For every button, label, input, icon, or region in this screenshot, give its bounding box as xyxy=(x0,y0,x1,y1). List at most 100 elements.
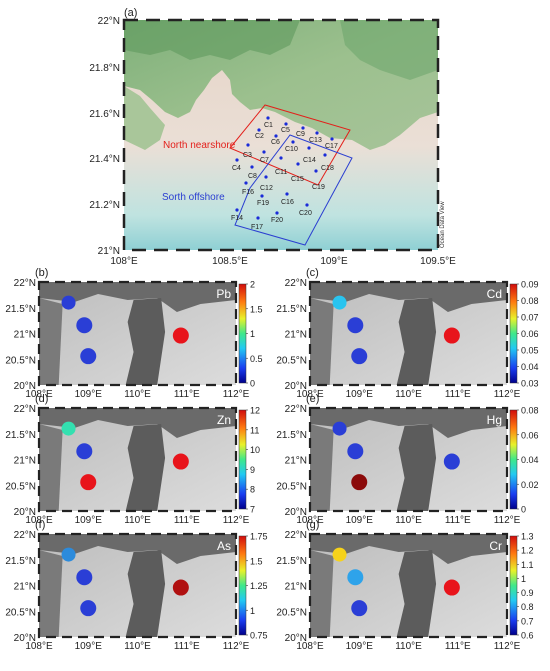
map-land-north xyxy=(39,408,236,438)
lon-label: 109°E xyxy=(75,641,103,652)
concentration-dot xyxy=(61,547,76,562)
lon-label: 111°E xyxy=(445,641,471,652)
lat-label: 20°N xyxy=(285,507,307,518)
station-label: F14 xyxy=(231,215,243,222)
panel-a-letter: (a) xyxy=(124,7,137,19)
lon-label: 110°E xyxy=(124,641,151,652)
colorbar-tick-label: 0.7 xyxy=(521,616,534,626)
concentration-dot xyxy=(80,348,97,365)
north-nearshore-region xyxy=(229,104,351,186)
panel-letter: (c) xyxy=(306,267,319,279)
lat-label: 22°N xyxy=(14,404,36,415)
station-dot xyxy=(266,116,270,120)
concentration-dot xyxy=(76,443,93,460)
colorbar-tick-label: 1.3 xyxy=(521,532,534,542)
metal-label: Cd xyxy=(487,287,502,301)
lat-label: 21.6°N xyxy=(89,109,120,120)
lon-label: 109°E xyxy=(346,389,374,400)
map-peninsula xyxy=(396,298,437,385)
station-dot xyxy=(285,192,289,196)
colorbar-tick-label: 1.5 xyxy=(250,556,263,566)
concentration-dot xyxy=(61,295,76,310)
lon-label: 112°E xyxy=(494,389,521,400)
panel-a: (a) 22°N 21.8°N 21.6°N 21.4°N 21.2°N 21°… xyxy=(89,7,456,267)
colorbar-tick-label: 0.04 xyxy=(521,362,539,372)
lon-label: 110°E xyxy=(124,389,151,400)
panel-a-highland-east xyxy=(340,20,438,80)
colorbar-tick-label: 0.06 xyxy=(521,430,539,440)
lat-label: 21.5°N xyxy=(276,556,307,567)
lon-label: 112°E xyxy=(494,641,521,652)
concentration-dot xyxy=(172,327,189,344)
colorbar-tick-label: 0.8 xyxy=(521,602,534,612)
colorbar-tick-label: 11 xyxy=(250,425,259,435)
station-label: C15 xyxy=(291,176,304,183)
colorbar-tick-label: 0.03 xyxy=(521,379,539,389)
station-dot xyxy=(264,175,268,179)
lon-label: 111°E xyxy=(174,515,200,526)
concentration-dot xyxy=(172,453,189,470)
metal-label: Pb xyxy=(216,287,231,301)
lat-label: 21.5°N xyxy=(5,556,36,567)
station-label: C2 xyxy=(255,133,264,140)
lat-label: 21°N xyxy=(98,246,120,257)
lat-label: 20.5°N xyxy=(276,607,307,618)
station-label: C4 xyxy=(232,165,241,172)
lat-label: 21.4°N xyxy=(89,154,120,165)
map-land-west xyxy=(310,424,334,511)
lon-label: 108°E xyxy=(25,389,53,400)
station-dot xyxy=(314,169,318,173)
lat-label: 20°N xyxy=(14,381,36,392)
station-dot xyxy=(284,122,288,126)
station-label: C3 xyxy=(243,152,252,159)
lon-label: 108°E xyxy=(110,256,138,267)
lon-label: 111°E xyxy=(174,389,200,400)
station-label: C9 xyxy=(296,131,305,138)
station-dot xyxy=(275,211,279,215)
map-border xyxy=(37,532,238,639)
lon-label: 108.5°E xyxy=(212,256,248,267)
station-dot xyxy=(279,156,283,160)
colorbar-tick-label: 0.02 xyxy=(521,480,539,490)
lat-label: 21°N xyxy=(285,330,307,341)
concentration-dot xyxy=(332,547,347,562)
map-land-west xyxy=(39,424,63,511)
panel-a-lat-labels: 22°N 21.8°N 21.6°N 21.4°N 21.2°N 21°N xyxy=(89,16,120,257)
colorbar xyxy=(238,535,247,636)
odv-watermark: Ocean Data View xyxy=(440,201,446,248)
colorbar-tick-label: 0 xyxy=(521,505,526,515)
lon-label: 111°E xyxy=(445,389,471,400)
colorbar-tick-label: 0.05 xyxy=(521,346,539,356)
station-dot xyxy=(296,162,300,166)
map-land-west xyxy=(310,550,334,637)
panel-letter: (b) xyxy=(35,267,48,279)
lon-label: 111°E xyxy=(445,515,471,526)
colorbar-tick-label: 8 xyxy=(250,485,255,495)
lat-label: 21°N xyxy=(14,582,36,593)
map-peninsula xyxy=(396,424,437,511)
concentration-dot xyxy=(172,579,189,596)
lat-label: 22°N xyxy=(14,530,36,541)
colorbar-tick-label: 0 xyxy=(250,379,255,389)
lat-label: 20.5°N xyxy=(5,607,36,618)
station-dot xyxy=(244,181,248,185)
colorbar-tick-label: 0.09 xyxy=(521,280,539,290)
lat-label: 22°N xyxy=(285,278,307,289)
lon-label: 108°E xyxy=(296,389,324,400)
station-dot xyxy=(274,134,278,138)
map-border xyxy=(308,406,509,513)
lon-label: 109°E xyxy=(346,641,374,652)
station-dot xyxy=(330,137,334,141)
map-border xyxy=(308,532,509,639)
concentration-dot xyxy=(347,317,364,334)
station-dot xyxy=(246,143,250,147)
lon-label: 109.5°E xyxy=(420,256,456,267)
station-label: C6 xyxy=(271,139,280,146)
colorbar-tick-label: 0.5 xyxy=(250,354,263,364)
lat-label: 20.5°N xyxy=(276,481,307,492)
station-label: C10 xyxy=(285,146,298,153)
